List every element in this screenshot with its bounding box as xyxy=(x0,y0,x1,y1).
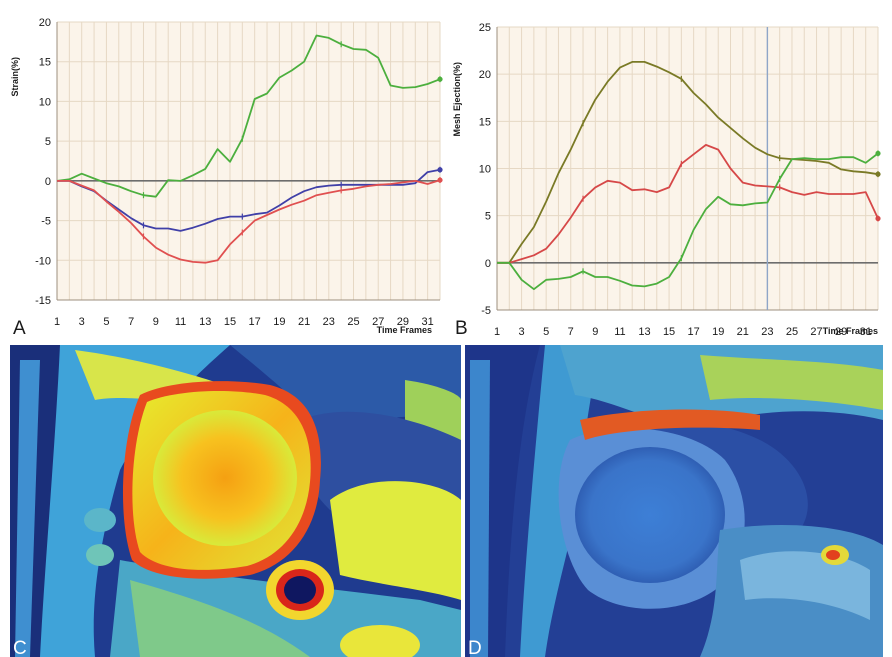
series-end-point-a-1 xyxy=(437,76,443,82)
x-tick-label: 3 xyxy=(519,326,525,338)
y-tick-label: 10 xyxy=(39,96,51,108)
series-line-a-3 xyxy=(57,179,441,264)
y-tick-label: 15 xyxy=(479,116,491,128)
series-line-b-2 xyxy=(497,143,879,264)
series-end-point-b-2 xyxy=(875,215,881,222)
x-tick-label: 27 xyxy=(372,316,384,328)
x-tick-label: 13 xyxy=(199,316,211,328)
x-tick-label: 23 xyxy=(323,316,335,328)
x-tick-label: 13 xyxy=(638,326,650,338)
mri-image-d xyxy=(465,345,883,657)
x-tick-label: 29 xyxy=(397,316,409,328)
y-tick-label: 20 xyxy=(479,69,491,81)
panel-label-c: C xyxy=(13,638,27,657)
y-axis-label: Mesh Ejection(%) xyxy=(452,62,462,137)
y-tick-label: 5 xyxy=(485,211,491,223)
x-tick-label: 3 xyxy=(79,316,85,328)
y-tick-label: -5 xyxy=(481,305,491,317)
x-tick-label: 17 xyxy=(249,316,261,328)
series-line-a-1 xyxy=(56,34,441,198)
series-end-point-b-1 xyxy=(875,171,881,177)
x-tick-label: 25 xyxy=(347,316,359,328)
x-tick-label: 21 xyxy=(737,326,749,338)
mri-image-c xyxy=(10,345,461,657)
y-tick-label: 0 xyxy=(485,258,491,270)
x-tick-label: 11 xyxy=(175,316,186,328)
x-tick-label: 31 xyxy=(860,326,872,338)
panel-label-a: A xyxy=(13,318,26,339)
x-tick-label: 21 xyxy=(298,316,310,328)
x-axis-label: Time Frames xyxy=(823,326,878,336)
series-end-point-a-2 xyxy=(437,167,443,173)
x-tick-label: 19 xyxy=(273,316,285,328)
x-tick-label: 15 xyxy=(224,316,236,328)
y-tick-label: 0 xyxy=(45,176,51,188)
y-axis-label: Strain(%) xyxy=(10,57,20,97)
series-line-b-1 xyxy=(497,61,879,264)
y-tick-label: 25 xyxy=(479,22,491,34)
y-tick-label: -10 xyxy=(35,255,51,267)
x-tick-label: 31 xyxy=(422,316,434,328)
x-tick-label: 27 xyxy=(810,326,822,338)
x-tick-label: 1 xyxy=(494,326,500,338)
x-tick-label: 1 xyxy=(54,316,60,328)
x-axis-label: Time Frames xyxy=(377,325,432,335)
panel-label-d: D xyxy=(468,638,482,657)
x-tick-label: 7 xyxy=(128,316,134,328)
series-end-point-b-3 xyxy=(875,150,881,157)
x-tick-label: 23 xyxy=(761,326,773,338)
y-tick-label: -15 xyxy=(35,295,51,307)
x-tick-label: 19 xyxy=(712,326,724,338)
x-tick-label: 7 xyxy=(568,326,574,338)
panel-label-b: B xyxy=(455,318,468,339)
x-tick-label: 29 xyxy=(835,326,847,338)
x-tick-label: 15 xyxy=(663,326,675,338)
y-tick-label: 10 xyxy=(479,164,491,176)
y-tick-label: 5 xyxy=(45,136,51,148)
series-line-b-3 xyxy=(497,152,879,291)
y-tick-label: 15 xyxy=(39,57,51,69)
series-end-point-a-3 xyxy=(437,177,443,183)
x-tick-label: 5 xyxy=(543,326,549,338)
plot-area xyxy=(57,22,440,300)
x-tick-label: 11 xyxy=(614,326,625,338)
x-tick-label: 25 xyxy=(786,326,798,338)
x-tick-label: 9 xyxy=(153,316,159,328)
y-tick-label: -5 xyxy=(41,216,51,228)
x-tick-label: 17 xyxy=(688,326,700,338)
x-tick-label: 9 xyxy=(592,326,598,338)
y-tick-label: 20 xyxy=(39,17,51,29)
x-tick-label: 5 xyxy=(103,316,109,328)
